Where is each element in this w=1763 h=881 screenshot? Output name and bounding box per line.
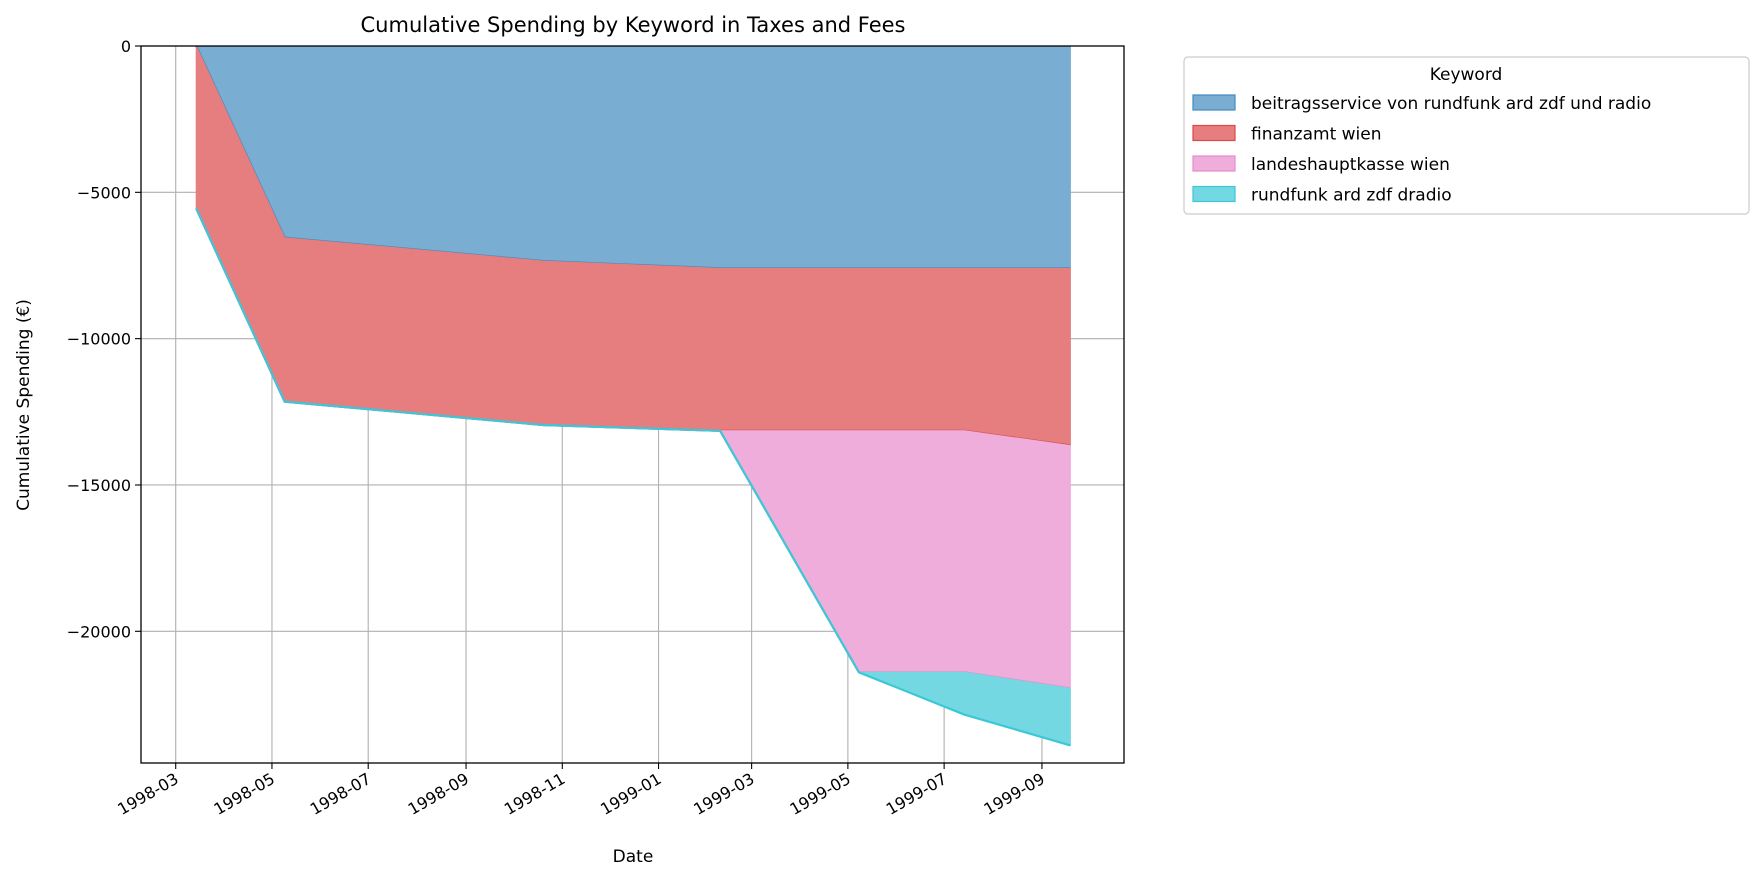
- x-tick-label: 1999-07: [883, 769, 950, 819]
- area-series: [195, 45, 1071, 269]
- y-tick-label: −5000: [77, 183, 131, 202]
- x-tick-label: 1999-05: [786, 769, 853, 819]
- legend-title: Keyword: [1430, 65, 1503, 85]
- legend-swatch: [1192, 155, 1236, 172]
- y-tick-label: −15000: [67, 476, 131, 495]
- series-line: [195, 207, 1071, 747]
- legend-label: finanzamt wien: [1251, 125, 1382, 145]
- y-tick-label: 0: [121, 37, 131, 56]
- legend-swatch: [1192, 124, 1236, 142]
- y-axis: 0 −5000 −10000 −15000 −20000: [67, 37, 141, 641]
- x-tick-label: 1998-05: [211, 769, 278, 819]
- legend: Keyword beitragsservice von rundfunk ard…: [1183, 56, 1750, 215]
- plot-frame: [140, 45, 1125, 764]
- x-tick-label: 1998-11: [501, 769, 568, 819]
- chart-title: Cumulative Spending by Keyword in Taxes …: [361, 13, 906, 37]
- area-series-group: [195, 45, 1071, 747]
- legend-swatch: [1192, 94, 1236, 111]
- x-tick-label: 1998-03: [114, 769, 181, 819]
- x-tick-label: 1999-03: [690, 769, 757, 819]
- legend-swatch: [1192, 185, 1236, 203]
- x-tick-label: 1998-09: [405, 769, 472, 819]
- y-tick-label: −20000: [67, 622, 131, 641]
- x-tick-label: 1998-07: [307, 769, 374, 819]
- x-axis: 1998-03 1998-05 1998-07 1998-09 1998-11 1999-…: [114, 763, 1048, 819]
- legend-frame: [1183, 56, 1750, 215]
- y-axis-label: Cumulative Spending (€): [14, 299, 34, 511]
- y-tick-label: −10000: [67, 330, 131, 349]
- legend-entries: beitragsservice von rundfunk ard zdf und…: [1192, 94, 1651, 206]
- x-tick-label: 1999-01: [597, 769, 664, 819]
- legend-label: rundfunk ard zdf dradio: [1251, 186, 1452, 206]
- legend-label: landeshauptkasse wien: [1251, 155, 1450, 175]
- x-axis-label: Date: [613, 847, 654, 867]
- legend-label: beitragsservice von rundfunk ard zdf und…: [1251, 94, 1651, 114]
- x-tick-label: 1999-09: [981, 769, 1048, 819]
